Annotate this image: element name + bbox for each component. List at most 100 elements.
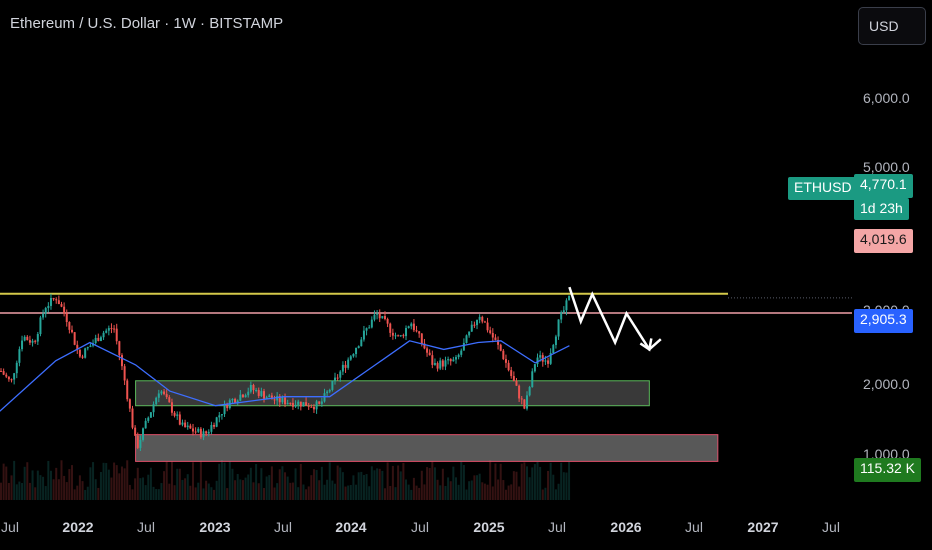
candle-body-160 [420,333,423,344]
volume-bar-120 [315,470,318,500]
candle-body-58 [152,404,155,413]
volume-bar-80 [210,487,213,500]
volume-bar-138 [362,474,365,500]
candle-body-42 [110,328,113,330]
volume-bar-130 [341,472,344,500]
volume-bar-207 [544,487,547,500]
volume-bar-177 [465,489,468,500]
candle-body-135 [355,347,358,355]
candle-body-1 [2,371,5,375]
candle-body-90 [236,400,239,403]
candle-body-60 [157,393,160,398]
last-price-badge: 4,770.1 [854,174,913,198]
candle-body-193 [507,362,510,371]
volume-bar-34 [89,467,92,500]
candle-body-78 [205,431,208,434]
candle-body-127 [334,377,337,381]
candle-body-209 [549,353,552,364]
volume-bar-111 [291,482,294,500]
candle-body-17 [44,308,47,314]
volume-bar-51 [134,478,137,500]
time-label-jul-2022: Jul [137,519,155,535]
ma-value-badge: 2,905.3 [854,309,913,333]
candle-body-162 [426,348,429,353]
volume-bar-187 [491,486,494,500]
volume-bar-10 [26,462,29,500]
volume-bar-181 [476,475,479,500]
candle-body-57 [149,412,152,418]
volume-bar-75 [197,482,200,500]
candle-body-149 [391,332,394,336]
volume-bar-81 [213,489,216,500]
candle-body-4 [10,379,13,381]
candle-body-126 [331,380,334,390]
volume-bar-180 [473,475,476,500]
volume-bar-145 [381,470,384,500]
volume-badge: 115.32 K [854,458,922,482]
price-tick-6000: 6,000.0 [863,90,910,106]
candle-body-28 [73,332,76,345]
volume-bar-123 [323,484,326,500]
candle-body-8 [21,340,24,350]
volume-bar-114 [299,463,302,500]
projection-zigzag [568,286,662,352]
countdown-badge: 1d 23h [854,198,909,220]
candle-body-44 [115,328,118,342]
volume-bar-20 [52,479,55,500]
volume-bar-119 [312,469,315,500]
candle-body-155 [407,326,410,329]
candle-body-163 [428,352,431,356]
volume-bar-148 [389,485,392,500]
candle-body-96 [252,385,255,391]
candle-body-212 [557,319,560,337]
volume-bar-122 [320,466,323,500]
candle-body-43 [113,328,116,330]
volume-bar-89 [234,480,237,500]
currency-button[interactable]: USD [858,7,926,45]
candle-body-151 [397,335,400,337]
candle-body-12 [31,340,34,343]
volume-bar-166 [436,479,439,500]
time-label-jul-2027: Jul [822,519,840,535]
volume-bar-22 [57,479,60,500]
volume-bar-185 [486,484,489,500]
volume-bar-106 [278,469,281,500]
candle-body-81 [213,425,216,427]
candle-body-84 [220,414,223,416]
volume-bar-108 [284,472,287,500]
volume-bar-144 [378,468,381,500]
volume-bar-38 [99,471,102,500]
candle-body-174 [457,354,460,358]
volume-bar-29 [76,485,79,500]
volume-bar-46 [120,466,123,500]
candle-body-51 [134,427,137,436]
volume-bar-90 [236,474,239,500]
candle-body-191 [502,350,505,360]
volume-bar-176 [462,465,465,500]
candle-body-216 [568,295,571,301]
candle-body-63 [165,394,168,398]
volume-bar-31 [81,481,84,500]
candle-body-132 [347,359,350,368]
volume-bar-146 [383,488,386,500]
volume-bar-216 [568,461,571,500]
volume-bar-194 [510,484,513,500]
volume-bar-18 [47,460,50,500]
candle-body-82 [215,417,218,427]
volume-bar-143 [376,468,379,500]
candle-body-202 [531,371,534,388]
candle-body-54 [142,428,145,440]
volume-bar-37 [97,487,100,500]
volume-bar-45 [118,473,121,500]
volume-bar-137 [360,471,363,500]
volume-bar-150 [394,487,397,500]
candle-body-124 [326,391,329,394]
candle-body-36 [94,337,97,344]
candle-body-20 [52,297,55,300]
candle-body-103 [270,395,273,400]
volume-bar-48 [126,460,129,500]
candle-body-24 [63,306,66,314]
volume-bar-30 [78,475,81,500]
volume-bar-206 [541,489,544,500]
